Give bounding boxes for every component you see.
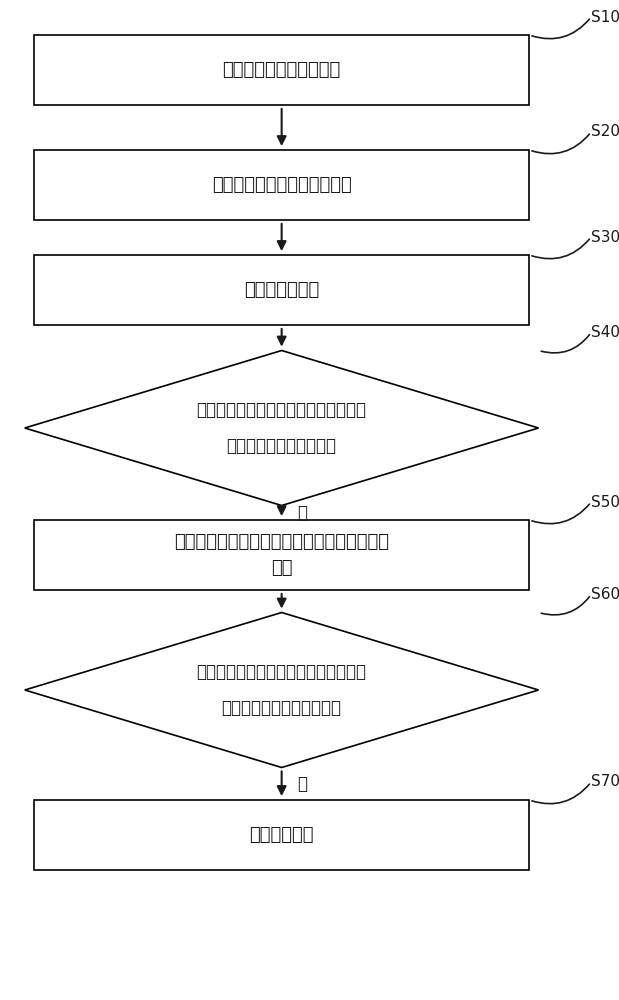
Bar xyxy=(34,35,529,105)
Text: 发出预警信号: 发出预警信号 xyxy=(249,826,314,844)
Text: S10: S10 xyxy=(591,9,619,24)
Text: S30: S30 xyxy=(591,230,619,245)
Text: 接收终端发送的探测指示信号: 接收终端发送的探测指示信号 xyxy=(212,176,352,194)
Text: 判断在第一预设时间内是否接收到探测: 判断在第一预设时间内是否接收到探测 xyxy=(197,401,366,419)
Text: S70: S70 xyxy=(591,774,619,790)
Text: S20: S20 xyxy=(591,124,619,139)
Text: 向终端发送脱落通知消息: 向终端发送脱落通知消息 xyxy=(222,61,341,79)
Text: S60: S60 xyxy=(591,587,619,602)
Bar xyxy=(34,520,529,590)
Bar xyxy=(34,800,529,870)
Text: 关断与第一反射光信号传输方向相反的探测光: 关断与第一反射光信号传输方向相反的探测光 xyxy=(174,533,389,551)
Text: S40: S40 xyxy=(591,325,619,340)
Polygon shape xyxy=(25,351,539,506)
Polygon shape xyxy=(25,612,539,768)
Text: 发射探测光信号: 发射探测光信号 xyxy=(244,281,319,299)
Text: 判断是否接收到反射光信号: 判断是否接收到反射光信号 xyxy=(222,699,342,717)
Text: 是: 是 xyxy=(297,504,307,522)
Text: 信号: 信号 xyxy=(271,559,292,577)
Text: 在第一预设时间与第二预设时间之间，: 在第一预设时间与第二预设时间之间， xyxy=(197,663,366,681)
Text: S50: S50 xyxy=(591,495,619,510)
Text: 是: 是 xyxy=(297,775,307,793)
Bar xyxy=(34,255,529,325)
Text: 光信号的第一反射光信号: 光信号的第一反射光信号 xyxy=(227,437,337,455)
Bar xyxy=(34,150,529,220)
